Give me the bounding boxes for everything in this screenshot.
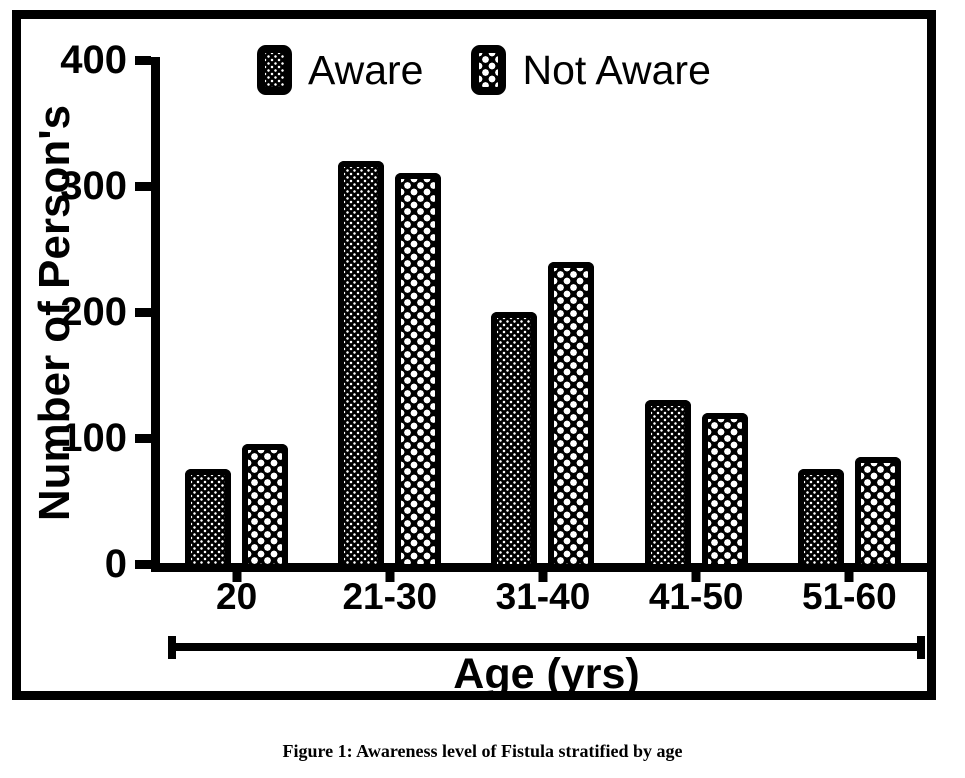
legend-swatch-aware-icon	[257, 45, 292, 95]
bar-not-aware-20	[242, 444, 289, 564]
x-tick-label-20: 20	[216, 576, 258, 617]
y-tick-0	[135, 560, 151, 569]
x-tick-label-51-60: 51-60	[802, 576, 897, 617]
bar-not-aware-31-40	[548, 262, 595, 564]
x-axis-bracket	[168, 636, 925, 659]
y-axis-spine	[151, 57, 160, 572]
bar-group-20: 20	[185, 60, 289, 617]
x-tick-31-40	[538, 572, 548, 582]
plot-area: 20 21-30 31-40 41-50 51-60	[160, 60, 926, 617]
bar-group-41-50: 41-50	[644, 60, 748, 617]
x-axis-baseline	[151, 563, 927, 572]
y-tick-label-0: 0	[104, 542, 127, 586]
bar-not-aware-51-60	[854, 457, 901, 564]
legend-swatch-not-aware-icon	[471, 45, 507, 95]
y-tick-label-400: 400	[60, 38, 127, 82]
bracket-right-cap	[917, 636, 925, 659]
chart-frame: Number of Person's 0 100 200 300 400 Aware No…	[12, 10, 936, 700]
bar-aware-41-50	[644, 400, 691, 564]
y-tick-300	[135, 182, 151, 191]
x-tick-label-41-50: 41-50	[648, 576, 744, 617]
legend-item-not-aware: Not Aware	[471, 45, 711, 95]
bar-group-21-30: 21-30	[338, 60, 442, 617]
x-tick-41-50	[691, 572, 701, 582]
bar-aware-51-60	[797, 469, 844, 564]
legend-label-not-aware: Not Aware	[522, 46, 711, 93]
x-tick-label-21-30: 21-30	[342, 576, 438, 617]
bar-aware-21-30	[338, 161, 385, 564]
bar-not-aware-41-50	[701, 413, 748, 564]
legend: Aware Not Aware	[257, 45, 711, 95]
bracket-left-cap	[168, 636, 176, 659]
x-axis-title: Age (yrs)	[453, 650, 640, 698]
bar-group-51-60: 51-60	[797, 60, 901, 617]
x-tick-21-30	[385, 572, 395, 582]
y-tick-label-300: 300	[60, 164, 127, 208]
y-tick-label-200: 200	[60, 290, 127, 334]
bar-aware-31-40	[491, 312, 538, 564]
legend-label-aware: Aware	[308, 46, 424, 93]
bar-aware-20	[185, 469, 232, 564]
x-tick-label-31-40: 31-40	[495, 576, 591, 617]
bar-group-31-40: 31-40	[491, 60, 595, 617]
x-tick-20	[232, 572, 242, 582]
y-tick-400	[135, 56, 151, 65]
legend-item-aware: Aware	[257, 45, 423, 95]
figure-caption: Figure 1: Awareness level of Fistula str…	[282, 741, 683, 761]
y-tick-200	[135, 308, 151, 317]
y-tick-100	[135, 434, 151, 443]
x-tick-51-60	[844, 572, 854, 582]
bar-not-aware-21-30	[395, 173, 442, 564]
y-tick-label-100: 100	[60, 416, 127, 460]
